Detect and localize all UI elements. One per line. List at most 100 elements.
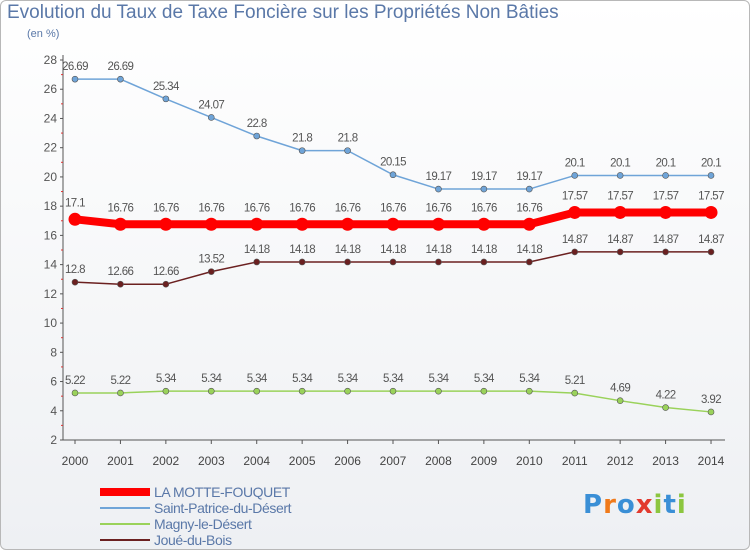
y-tick-label: 4 xyxy=(50,404,57,418)
data-point xyxy=(207,387,215,395)
data-point xyxy=(71,278,79,286)
data-label: 17.57 xyxy=(562,190,588,202)
logo-letter: o xyxy=(616,490,636,520)
data-point xyxy=(707,408,715,416)
data-point xyxy=(159,217,173,231)
data-point xyxy=(204,217,218,231)
data-label: 14.18 xyxy=(380,244,406,256)
data-point xyxy=(704,205,718,219)
data-label: 16.76 xyxy=(516,202,542,214)
data-point xyxy=(207,114,215,121)
legend-label: Magny-le-Désert xyxy=(154,516,252,532)
data-point xyxy=(616,397,624,404)
data-label: 5.34 xyxy=(292,373,313,385)
data-point xyxy=(344,387,351,395)
data-point xyxy=(253,258,261,266)
series-1: 26.69 26.69 25.34 24.07 22.8 21.8 21.8 20.15 19.… xyxy=(62,61,722,193)
data-point xyxy=(568,205,582,219)
data-point xyxy=(662,248,669,256)
data-label: 14.18 xyxy=(426,244,452,256)
legend-label: LA MOTTE-FOUQUET xyxy=(154,484,290,500)
legend-label: Joué-du-Bois xyxy=(154,532,232,548)
data-point xyxy=(525,387,533,395)
data-label: 12.66 xyxy=(153,266,179,278)
chart-title: Evolution du Taux de Taxe Foncière sur l… xyxy=(7,2,559,23)
logo-letter: i xyxy=(653,490,664,520)
data-point xyxy=(435,185,442,193)
data-label: 4.69 xyxy=(610,383,630,395)
data-label: 17.57 xyxy=(607,190,633,202)
data-label: 19.17 xyxy=(516,171,542,183)
data-point xyxy=(162,95,170,103)
y-tick-label: 28 xyxy=(44,53,58,67)
data-label: 16.76 xyxy=(198,202,224,214)
x-tick-label: 2002 xyxy=(153,454,180,468)
y-tick-label: 20 xyxy=(44,170,58,184)
legend-item: Saint-Patrice-du-Désert xyxy=(100,500,360,516)
y-tick-label: 22 xyxy=(44,141,58,155)
data-point xyxy=(298,258,306,266)
x-tick-label: 2006 xyxy=(334,454,361,468)
data-label: 14.18 xyxy=(471,244,497,256)
y-tick-label: 6 xyxy=(50,375,57,389)
legend-swatch xyxy=(100,539,150,541)
data-label: 20.15 xyxy=(380,157,406,169)
data-label: 14.18 xyxy=(516,244,542,256)
data-point xyxy=(659,205,673,219)
data-label: 5.22 xyxy=(110,375,130,387)
data-point xyxy=(616,248,624,256)
data-label: 5.34 xyxy=(474,373,495,385)
data-point xyxy=(298,147,306,154)
data-point xyxy=(477,217,491,231)
y-tick-label: 26 xyxy=(44,82,58,96)
x-tick-label: 2004 xyxy=(243,454,270,468)
data-point xyxy=(341,217,355,231)
data-label: 5.34 xyxy=(519,373,540,385)
data-label: 12.8 xyxy=(65,264,85,276)
data-point xyxy=(571,248,579,256)
data-label: 16.76 xyxy=(426,202,452,214)
data-label: 17.1 xyxy=(65,197,85,209)
data-point xyxy=(389,171,397,179)
data-point xyxy=(344,258,351,266)
y-tick-label: 8 xyxy=(50,345,57,359)
data-label: 5.22 xyxy=(65,375,85,387)
x-tick-label: 2007 xyxy=(380,454,407,468)
legend-item: Joué-du-Bois xyxy=(100,532,360,548)
data-point xyxy=(480,387,488,395)
x-tick-label: 2009 xyxy=(471,454,498,468)
data-label: 24.07 xyxy=(198,99,224,111)
legend-swatch xyxy=(100,507,150,509)
data-point xyxy=(253,132,261,140)
logo-letter: i xyxy=(676,490,687,520)
data-point xyxy=(480,185,488,193)
data-label: 14.87 xyxy=(607,234,633,246)
data-point xyxy=(253,387,261,395)
data-label: 14.87 xyxy=(698,234,724,246)
data-label: 5.21 xyxy=(565,375,585,387)
data-point xyxy=(431,217,445,231)
data-point xyxy=(480,258,488,266)
x-tick-label: 2001 xyxy=(107,454,134,468)
data-label: 21.8 xyxy=(338,133,358,145)
data-point xyxy=(707,172,715,179)
data-point xyxy=(616,172,624,179)
data-point xyxy=(525,185,533,193)
data-point xyxy=(386,217,400,231)
data-point xyxy=(571,172,579,179)
data-label: 5.34 xyxy=(428,373,449,385)
y-tick-label: 14 xyxy=(44,258,58,272)
data-label: 16.76 xyxy=(153,202,179,214)
data-label: 12.66 xyxy=(108,266,134,278)
data-label: 21.8 xyxy=(292,133,312,145)
data-label: 14.18 xyxy=(244,244,270,256)
data-label: 19.17 xyxy=(471,171,497,183)
y-tick-label: 10 xyxy=(44,316,58,330)
data-point xyxy=(207,268,215,275)
data-label: 16.76 xyxy=(471,202,497,214)
x-tick-label: 2005 xyxy=(289,454,316,468)
data-label: 20.1 xyxy=(565,157,585,169)
data-label: 5.34 xyxy=(201,373,222,385)
proxiti-logo: Proxiti xyxy=(583,490,687,520)
